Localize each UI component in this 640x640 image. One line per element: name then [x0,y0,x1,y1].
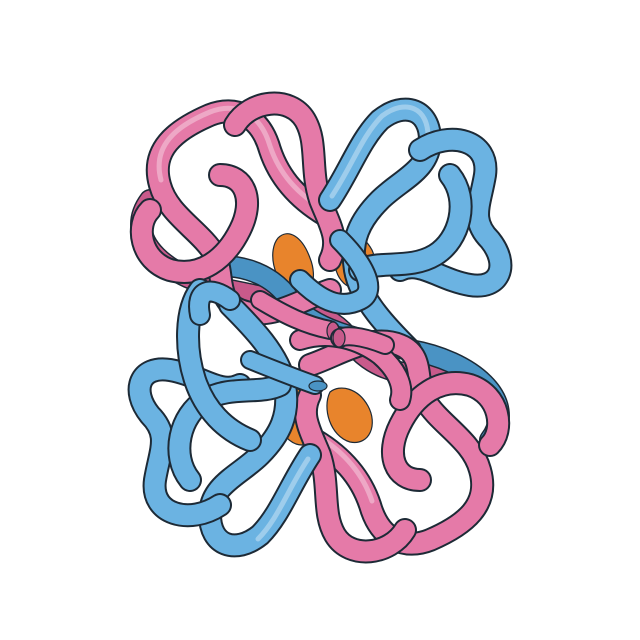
tube-end-cap-3 [308,380,328,392]
pink-chain-top [129,91,347,326]
tube-end-cap-2 [332,328,346,348]
blue-chain-top [289,97,513,362]
center-cross [240,290,395,395]
ligand-bottom-right [326,387,373,444]
